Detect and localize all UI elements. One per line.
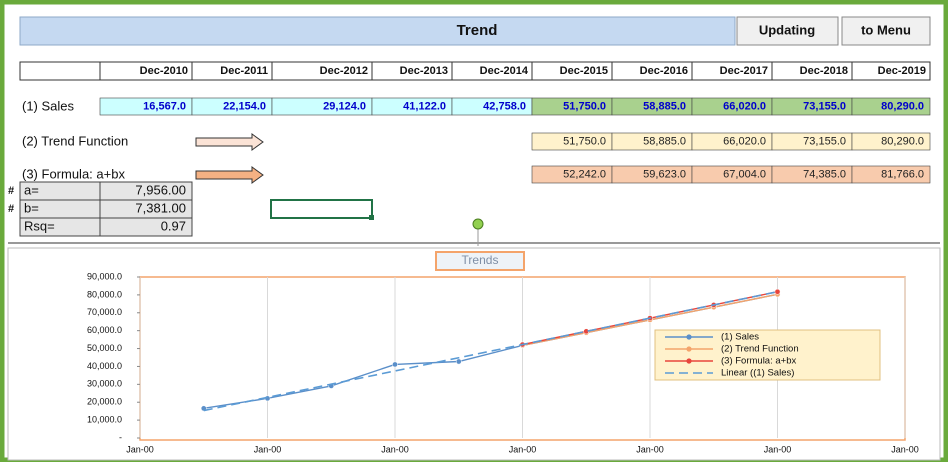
cell-value: 51,750.0 [563, 100, 606, 112]
column-header: Dec-2011 [220, 65, 268, 77]
y-tick-label: 60,000.0 [87, 325, 122, 335]
legend-label: (1) Sales [721, 332, 759, 343]
chart-title: Trends [462, 253, 499, 267]
arrow [195, 133, 264, 151]
param-label: Rsq= [24, 218, 55, 233]
param-value: 0.97 [161, 218, 186, 233]
param-value: 7,381.00 [135, 200, 186, 215]
column-header: Dec-2017 [720, 65, 768, 77]
cell-value: 74,385.0 [803, 168, 846, 180]
column-header: Dec-2015 [560, 65, 608, 77]
point [392, 361, 398, 368]
column-header: Dec-2010 [140, 65, 188, 77]
cell[interactable] [851, 97, 931, 116]
cell-value: 52,242.0 [563, 168, 606, 180]
column-header: Dec-2019 [878, 65, 926, 77]
y-tick-label: 40,000.0 [87, 361, 122, 371]
cell-value: 73,155.0 [803, 135, 846, 147]
x-tick-label: Jan-00 [126, 444, 154, 454]
title-bar [19, 16, 736, 46]
column-header: Dec-2013 [400, 65, 448, 77]
cell-value: 80,290.0 [881, 135, 924, 147]
rotate-handle [472, 218, 484, 230]
y-tick-label: 50,000.0 [87, 343, 122, 353]
column-header: Dec-2018 [800, 65, 848, 77]
button[interactable] [841, 16, 931, 46]
legend-marker [686, 346, 692, 352]
fill-handle [369, 215, 374, 220]
column-header: Dec-2012 [320, 65, 368, 77]
cell-value: 16,567.0 [143, 100, 186, 112]
arrow [195, 166, 264, 184]
cell-value: 67,004.0 [723, 168, 766, 180]
button-label[interactable]: Updating [759, 22, 815, 37]
row-label: (2) Trend Function [22, 133, 128, 148]
button-label[interactable]: to Menu [861, 22, 911, 37]
y-tick-label: 70,000.0 [87, 307, 122, 317]
x-tick-label: Jan-00 [764, 444, 792, 454]
chart-title-box [435, 251, 525, 271]
cell-value: 73,155.0 [803, 100, 846, 112]
row-label: (3) Formula: a+bx [22, 166, 125, 181]
selected-cell[interactable] [270, 199, 373, 219]
y-tick-label: 20,000.0 [87, 397, 122, 407]
x-tick-label: Jan-00 [381, 444, 409, 454]
cell-value: 51,750.0 [563, 135, 606, 147]
cell[interactable] [851, 132, 931, 151]
legend-marker [686, 334, 692, 340]
x-tick-label: Jan-00 [509, 444, 537, 454]
legend [654, 329, 881, 381]
point [774, 288, 781, 295]
y-tick-label: 90,000.0 [87, 271, 122, 281]
y-tick-label: - [119, 432, 122, 442]
cell-value: 29,124.0 [323, 100, 366, 112]
cell[interactable] [851, 165, 931, 184]
cell-value: 66,020.0 [723, 100, 766, 112]
legend-label: (2) Trend Function [721, 344, 799, 355]
x-tick-label: Jan-00 [254, 444, 282, 454]
cell-value: 59,623.0 [643, 168, 686, 180]
param-marker: # [8, 203, 14, 215]
param-label: a= [24, 182, 39, 197]
y-tick-label: 80,000.0 [87, 289, 122, 299]
column-header: Dec-2014 [480, 65, 529, 77]
y-tick-label: 30,000.0 [87, 379, 122, 389]
row-label: (1) Sales [22, 98, 75, 113]
cell-value: 41,122.0 [403, 100, 446, 112]
corner-cell [19, 61, 101, 81]
cell-value: 80,290.0 [881, 100, 924, 112]
x-tick-label: Jan-00 [636, 444, 664, 454]
y-tick-label: 10,000.0 [87, 414, 122, 424]
param-value: 7,956.00 [135, 182, 186, 197]
legend-label: Linear ((1) Sales) [721, 368, 794, 379]
point [455, 358, 462, 365]
cell-value: 58,885.0 [643, 135, 686, 147]
legend-marker [686, 358, 692, 364]
x-tick-label: Jan-00 [891, 444, 919, 454]
cell-value: 42,758.0 [483, 100, 526, 112]
cell-value: 81,766.0 [881, 168, 924, 180]
param-marker: # [8, 185, 14, 197]
button[interactable] [736, 16, 839, 46]
legend-label: (3) Formula: a+bx [721, 356, 796, 367]
cell-value: 22,154.0 [223, 100, 266, 112]
param-value-cell [99, 217, 193, 237]
param-label: b= [24, 200, 39, 215]
sheet-title: Trend [457, 22, 498, 39]
cell-value: 58,885.0 [643, 100, 686, 112]
header-cell [851, 61, 931, 81]
cell-value: 66,020.0 [723, 135, 766, 147]
column-header: Dec-2016 [640, 65, 688, 77]
